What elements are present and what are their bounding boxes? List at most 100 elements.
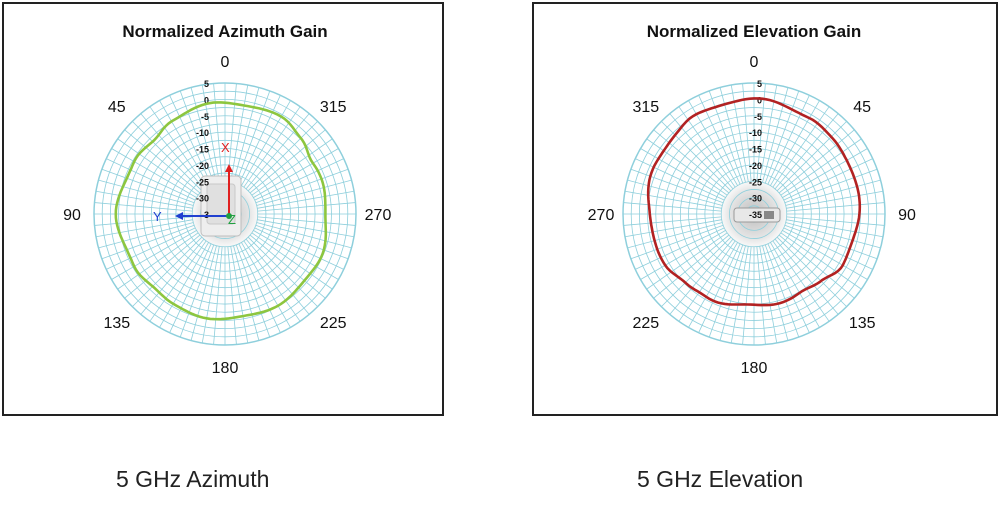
grid-spoke [233, 87, 260, 183]
grid-spoke [708, 244, 744, 338]
grid-spoke [201, 84, 220, 182]
grid-spoke [124, 234, 201, 299]
angle-label: 45 [108, 99, 126, 116]
grid-spoke [111, 148, 197, 198]
grid-spoke [627, 179, 723, 206]
radial-tick-label: -20 [196, 161, 209, 171]
grid-spoke [640, 230, 726, 280]
grid-spoke [98, 179, 194, 206]
grid-spoke [653, 129, 730, 194]
grid-spoke [149, 106, 207, 188]
grid-spoke [630, 224, 724, 260]
grid-spoke [774, 113, 839, 190]
grid-spoke [235, 90, 271, 184]
grid-spoke [640, 148, 726, 198]
grid-spoke [149, 240, 207, 322]
grid-spoke [623, 216, 722, 226]
grid-spoke [247, 121, 318, 192]
grid-spoke [759, 246, 778, 344]
radial-tick-label: 0 [204, 95, 209, 105]
grid-spoke [257, 202, 356, 212]
grid-spoke [742, 246, 752, 345]
grid-spoke [190, 245, 217, 341]
grid-spoke [770, 242, 820, 328]
grid-spoke [140, 238, 205, 315]
grid-spoke [756, 246, 766, 345]
grid-spoke [243, 106, 301, 188]
grid-spoke [241, 100, 291, 186]
grid-spoke [201, 246, 220, 344]
grid-spoke [243, 240, 301, 322]
grid-spoke [179, 90, 215, 184]
grid-spoke [140, 113, 205, 190]
grid-spoke [698, 243, 741, 333]
grid-spoke [786, 190, 884, 209]
radial-tick-label: -10 [749, 128, 762, 138]
grid-spoke [257, 190, 355, 209]
grid-spoke [255, 168, 349, 204]
grid-spoke [101, 168, 195, 204]
angle-label: 45 [853, 99, 871, 116]
grid-spoke [783, 158, 873, 201]
radial-tick-label: 5 [757, 79, 762, 89]
grid-spoke [784, 224, 878, 260]
grid-spoke [627, 222, 723, 249]
grid-spoke [124, 129, 201, 194]
gain-series-line [114, 101, 328, 321]
radial-tick-label: 0 [757, 95, 762, 105]
grid-spoke [786, 202, 885, 212]
grid-spoke [249, 129, 326, 194]
y-axis-arrowhead [175, 212, 183, 220]
azimuth-chart-panel: Normalized Azimuth Gain 5 0 -5 -10 -15 -20 -25 -… [2, 2, 444, 416]
elevation-chart-panel: Normalized Elevation Gain 5 0 -5 -10 -15 -20 -2… [532, 2, 998, 416]
grid-spoke [111, 230, 197, 280]
gain-series-line [646, 97, 862, 307]
grid-spoke [95, 219, 193, 238]
grid-spoke [94, 202, 193, 212]
angle-label: 315 [320, 99, 347, 116]
chart-title: Normalized Azimuth Gain [122, 22, 327, 41]
grid-spoke [249, 234, 326, 299]
radial-tick-label: -25 [749, 177, 762, 187]
radial-tick-label: -10 [196, 128, 209, 138]
radial-tick-label: -25 [196, 177, 209, 187]
grid-spoke [669, 238, 734, 315]
grid-spoke [764, 90, 800, 184]
grid-spoke [767, 243, 810, 333]
grid-spoke [786, 216, 885, 226]
grid-spoke [245, 113, 310, 190]
angle-label: 180 [212, 360, 239, 377]
polar-grid [622, 82, 886, 346]
radial-tick-label: -20 [749, 161, 762, 171]
grid-spoke [780, 138, 862, 196]
grid-spoke [784, 168, 878, 204]
grid-spoke [213, 83, 223, 182]
grid-spoke [159, 242, 209, 328]
grid-spoke [235, 244, 271, 338]
radial-tick-label: -35 [749, 210, 762, 220]
grid-spoke [776, 236, 847, 307]
grid-spoke [780, 232, 862, 290]
grid-spoke [98, 222, 194, 249]
grid-spoke [630, 168, 724, 204]
grid-spoke [245, 238, 310, 315]
grid-spoke [774, 238, 839, 315]
grid-spoke [764, 244, 800, 338]
grid-spoke [117, 138, 199, 196]
azimuth-caption: 5 GHz Azimuth [116, 466, 270, 492]
grid-spoke [253, 230, 339, 280]
polar-grid [93, 82, 357, 346]
z-axis-marker [226, 213, 232, 219]
angle-label: 270 [588, 207, 615, 224]
radial-tick-label: -30 [749, 194, 762, 204]
azimuth-polar-chart: Normalized Azimuth Gain 5 0 -5 -10 -15 -20 -25 -… [63, 22, 391, 377]
grid-spoke [772, 106, 830, 188]
grid-spoke [624, 190, 722, 209]
grid-spoke [101, 224, 195, 260]
grid-spoke [247, 236, 318, 307]
grid-spoke [257, 216, 356, 226]
grid-spoke [95, 190, 193, 209]
y-axis-label: Y [153, 209, 162, 224]
grid-spoke [106, 158, 196, 201]
grid-spoke [783, 227, 873, 270]
